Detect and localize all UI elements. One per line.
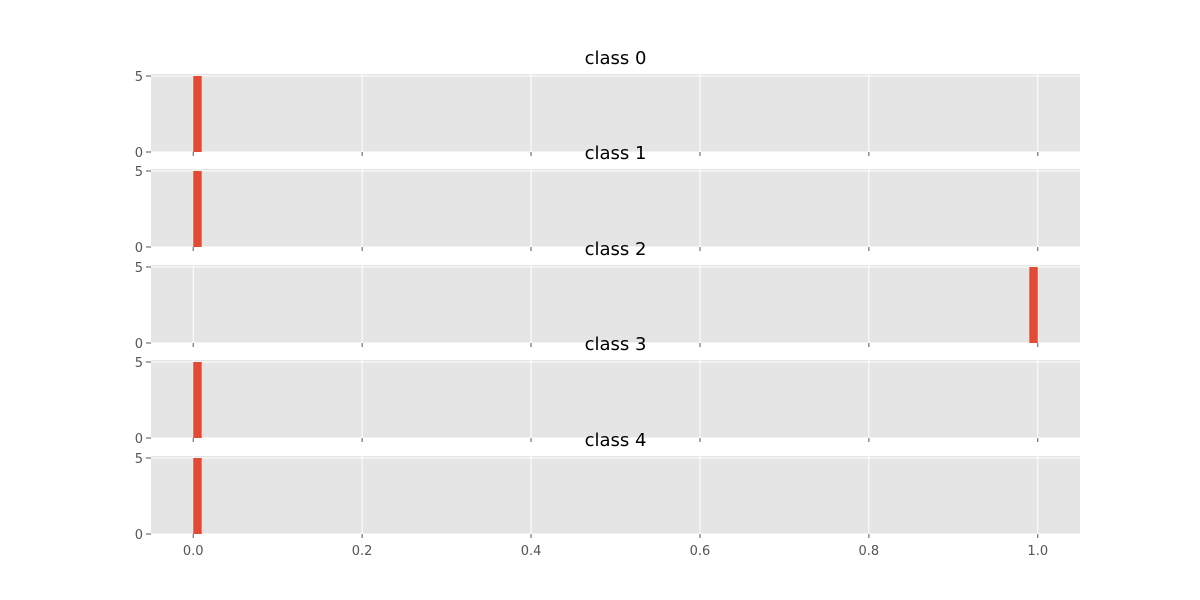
subplot-title: class 2: [585, 239, 647, 260]
histogram-bar: [193, 76, 202, 152]
y-tick-label: 0: [135, 337, 143, 352]
subplot-panels: 0 5 class 0 0 5 class 1 0 5 class 2 0 5 class 3 0 5 cl…: [135, 48, 1080, 543]
histogram-bar: [193, 458, 202, 534]
shared-x-axis: 0.0 0.2 0.4 0.6 0.8 1.0: [183, 544, 1048, 559]
panel-background: [151, 456, 1080, 534]
subplot-title: class 4: [585, 430, 647, 451]
y-tick-label: 0: [135, 528, 143, 543]
y-tick-label: 0: [135, 146, 143, 161]
x-tick-label: 0.4: [521, 544, 542, 559]
histogram-bar: [193, 362, 202, 438]
subplot-class-0: 0 5 class 0: [135, 48, 1080, 161]
y-tick-label: 0: [135, 432, 143, 447]
panel-background: [151, 169, 1080, 247]
subplot-class-4: 0 5 class 4: [135, 430, 1080, 543]
y-tick-label: 0: [135, 241, 143, 256]
y-tick-label: 5: [135, 261, 143, 276]
subplot-class-3: 0 5 class 3: [135, 334, 1080, 447]
x-tick-label: 0.2: [352, 544, 373, 559]
x-tick-label: 0.6: [690, 544, 711, 559]
subplot-class-2: 0 5 class 2: [135, 239, 1080, 352]
histogram-bar: [1029, 267, 1038, 343]
panel-background: [151, 360, 1080, 438]
subplot-title: class 3: [585, 334, 647, 355]
x-tick-label: 0.8: [859, 544, 880, 559]
panel-background: [151, 265, 1080, 343]
subplot-title: class 0: [585, 48, 647, 69]
x-tick-label: 0.0: [183, 544, 204, 559]
y-tick-label: 5: [135, 356, 143, 371]
panel-background: [151, 74, 1080, 152]
subplot-title: class 1: [585, 143, 647, 164]
x-tick-label: 1.0: [1027, 544, 1048, 559]
histogram-bar: [193, 171, 202, 247]
y-tick-label: 5: [135, 452, 143, 467]
y-tick-label: 5: [135, 70, 143, 85]
y-tick-label: 5: [135, 165, 143, 180]
subplot-class-1: 0 5 class 1: [135, 143, 1080, 256]
